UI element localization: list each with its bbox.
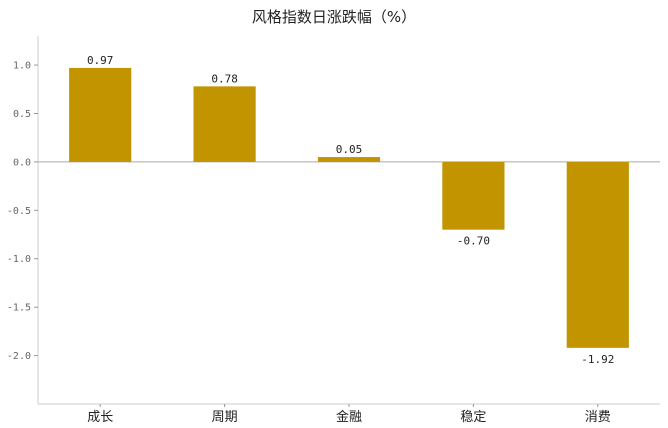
y-tick-label: -0.5 [7,206,31,217]
y-tick-label: -1.0 [7,254,31,265]
x-tick-label: 成长 [87,410,113,425]
x-tick-label: 金融 [336,409,362,425]
data-label: -1.92 [581,353,614,366]
data-label: 0.05 [336,143,363,156]
bar [317,157,381,162]
data-label: 0.97 [87,54,114,67]
bar [566,161,629,348]
y-tick-label: 0.5 [13,109,31,120]
bar [193,86,256,162]
y-tick-label: -2.0 [7,351,31,362]
chart-title: 风格指数日涨跌幅（%） [251,8,417,26]
x-tick-label: 消费 [585,410,611,425]
bar [442,161,505,230]
bar [69,67,132,162]
data-label: -0.70 [457,235,490,248]
x-tick-label: 稳定 [460,409,486,425]
data-label: 0.78 [211,72,238,85]
y-tick-label: -1.5 [7,303,31,314]
x-tick-label: 周期 [212,410,238,425]
y-tick-label: 0.0 [13,157,31,168]
y-tick-label: 1.0 [13,61,31,72]
